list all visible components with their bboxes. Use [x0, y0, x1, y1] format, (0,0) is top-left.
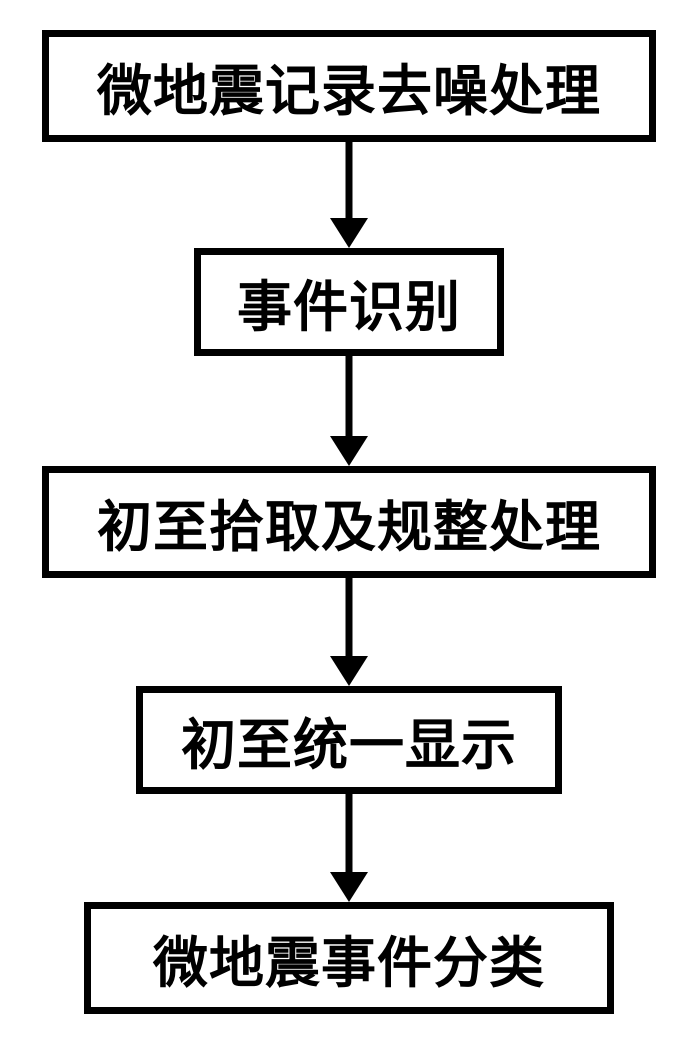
- node-label: 初至统一显示: [181, 700, 517, 780]
- flowchart-node: 初至拾取及规整处理: [42, 466, 656, 578]
- node-label: 初至拾取及规整处理: [97, 482, 601, 562]
- arrow-head-icon: [330, 436, 368, 466]
- node-label: 事件识别: [237, 262, 461, 342]
- node-label: 微地震记录去噪处理: [97, 46, 601, 126]
- flowchart-node: 初至统一显示: [136, 686, 562, 794]
- flowchart-node: 微地震记录去噪处理: [42, 30, 656, 142]
- flowchart-node: 事件识别: [194, 248, 504, 356]
- arrow-head-icon: [330, 656, 368, 686]
- arrow-head-icon: [330, 218, 368, 248]
- node-label: 微地震事件分类: [153, 918, 545, 998]
- flowchart-node: 微地震事件分类: [84, 902, 614, 1014]
- arrow-head-icon: [330, 872, 368, 902]
